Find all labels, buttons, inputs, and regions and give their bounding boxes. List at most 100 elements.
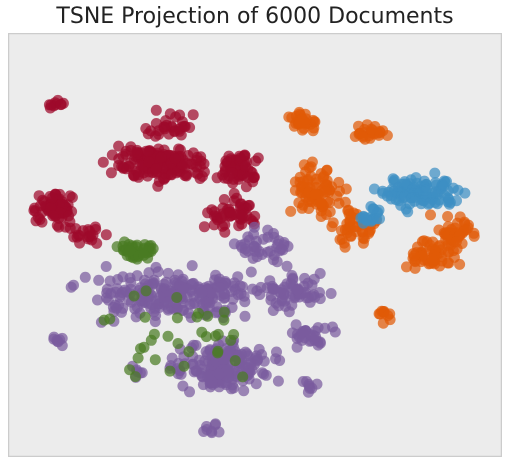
data-point <box>93 274 105 286</box>
data-point <box>200 331 212 343</box>
data-point <box>345 230 357 242</box>
data-point <box>154 291 166 303</box>
data-point <box>377 125 389 137</box>
data-point <box>312 339 324 351</box>
data-point <box>272 375 284 387</box>
data-point <box>283 306 295 318</box>
data-point <box>279 295 291 307</box>
data-point <box>177 273 189 285</box>
data-point <box>46 192 58 204</box>
data-point <box>164 365 176 377</box>
data-point <box>281 260 293 272</box>
data-point <box>129 371 141 383</box>
data-point <box>442 221 454 233</box>
data-point <box>325 288 337 299</box>
data-point <box>315 197 327 209</box>
data-point <box>454 258 466 270</box>
data-point <box>186 260 198 272</box>
data-point <box>105 167 117 179</box>
data-point <box>333 176 345 188</box>
data-point <box>239 310 251 322</box>
data-point <box>395 199 407 211</box>
data-point <box>44 102 56 114</box>
data-point <box>299 108 311 120</box>
chart-title: TSNE Projection of 6000 Documents <box>56 4 454 29</box>
data-point <box>223 364 234 376</box>
data-point <box>117 150 129 162</box>
data-point <box>140 285 152 297</box>
data-point <box>63 210 75 222</box>
data-point <box>183 346 195 358</box>
data-point <box>252 152 264 164</box>
data-point <box>214 282 226 294</box>
data-point <box>162 296 174 308</box>
data-point <box>329 326 341 338</box>
data-point <box>290 319 302 331</box>
data-point <box>174 144 186 156</box>
data-point <box>248 221 260 233</box>
data-point <box>320 209 332 220</box>
data-point <box>299 272 311 284</box>
data-point <box>203 302 215 314</box>
data-point <box>146 299 158 310</box>
data-point <box>226 167 238 179</box>
data-point <box>433 241 445 253</box>
data-point <box>70 223 82 235</box>
data-point <box>97 156 109 168</box>
data-point <box>318 170 330 182</box>
data-point <box>236 209 248 221</box>
data-point <box>191 311 203 323</box>
data-point <box>45 202 57 214</box>
data-point <box>172 338 184 349</box>
data-point <box>92 294 103 306</box>
data-point <box>300 325 311 337</box>
data-point <box>196 170 208 182</box>
data-point <box>32 212 44 223</box>
data-point <box>133 171 144 183</box>
data-point <box>327 217 339 229</box>
data-point <box>215 212 227 224</box>
data-point <box>218 314 230 326</box>
data-point <box>102 294 114 306</box>
data-point <box>268 228 279 239</box>
data-point <box>56 332 68 344</box>
data-point <box>187 278 198 290</box>
data-point <box>320 186 332 198</box>
data-point <box>104 275 116 287</box>
data-point <box>357 237 369 249</box>
data-point <box>153 176 165 187</box>
data-point <box>64 190 76 202</box>
data-point <box>217 169 229 181</box>
data-point <box>220 155 232 167</box>
data-point <box>409 195 421 207</box>
scatter-chart <box>8 33 502 457</box>
data-point <box>452 184 464 196</box>
data-point <box>450 236 462 248</box>
data-point <box>252 354 264 365</box>
data-point <box>285 205 297 217</box>
data-point <box>365 123 377 135</box>
data-point <box>135 343 146 355</box>
data-point <box>198 426 210 437</box>
data-point <box>143 156 155 168</box>
data-point <box>148 328 160 340</box>
data-point <box>218 306 230 318</box>
data-point <box>228 195 240 207</box>
data-point <box>71 231 83 243</box>
data-point <box>90 224 102 235</box>
data-point <box>242 171 254 183</box>
data-point <box>171 312 183 324</box>
data-point <box>212 345 224 357</box>
data-point <box>228 277 240 289</box>
data-point <box>208 219 220 231</box>
data-point <box>117 161 129 173</box>
data-point <box>147 243 159 255</box>
data-point <box>438 180 450 192</box>
data-point <box>239 149 251 161</box>
data-point <box>425 209 436 221</box>
data-point <box>150 163 162 175</box>
data-point <box>291 284 303 296</box>
data-point <box>125 277 137 288</box>
data-point <box>225 334 237 346</box>
data-point <box>294 116 306 128</box>
